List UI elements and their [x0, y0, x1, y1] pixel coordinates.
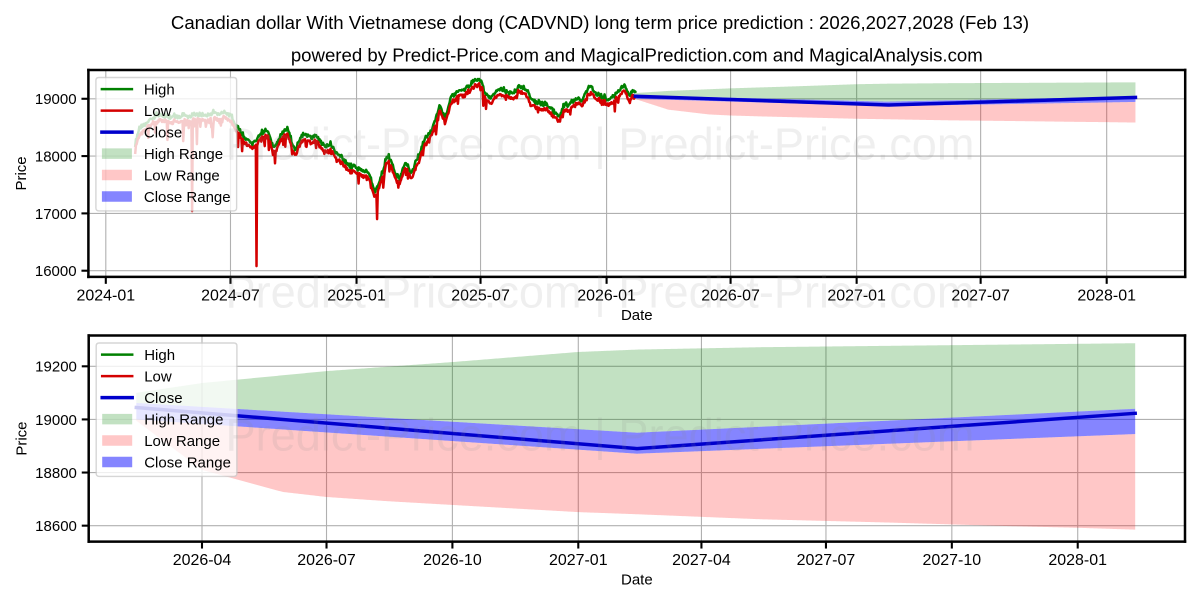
- svg-text:Price: Price: [14, 421, 31, 455]
- svg-text:Predict-Price.com | Predict-: Predict-Price.com | Predict-Price.com: [226, 267, 975, 318]
- svg-text:Price: Price: [13, 156, 30, 190]
- svg-text:Low: Low: [144, 103, 172, 120]
- svg-text:High: High: [144, 347, 175, 364]
- svg-text:19000: 19000: [35, 91, 77, 108]
- svg-text:Date: Date: [621, 572, 653, 589]
- svg-text:2026-01: 2026-01: [577, 287, 636, 304]
- svg-text:18600: 18600: [35, 518, 77, 535]
- svg-text:Close Range: Close Range: [144, 189, 231, 206]
- svg-text:2026-07: 2026-07: [297, 552, 356, 569]
- svg-text:19000: 19000: [35, 412, 77, 429]
- svg-text:17000: 17000: [35, 206, 77, 223]
- svg-text:powered by Predict-Price.com a: powered by Predict-Price.com and Magical…: [291, 45, 983, 66]
- svg-text:2026-07: 2026-07: [701, 287, 760, 304]
- svg-text:2028-01: 2028-01: [1077, 287, 1136, 304]
- svg-text:19200: 19200: [35, 359, 77, 376]
- svg-text:Canadian dollar With Vietnames: Canadian dollar With Vietnamese dong (CA…: [171, 12, 1029, 33]
- svg-text:2025-01: 2025-01: [327, 287, 386, 304]
- svg-text:18000: 18000: [35, 149, 77, 166]
- svg-text:18800: 18800: [35, 465, 77, 482]
- svg-text:2028-01: 2028-01: [1048, 552, 1107, 569]
- svg-text:2027-10: 2027-10: [923, 552, 982, 569]
- svg-text:Low: Low: [144, 368, 172, 385]
- svg-text:Predict-Price.com | Predict-: Predict-Price.com | Predict-Price.com: [226, 410, 975, 461]
- svg-text:Close: Close: [144, 124, 182, 141]
- svg-text:Low Range: Low Range: [144, 167, 220, 184]
- svg-text:2027-01: 2027-01: [827, 287, 886, 304]
- svg-text:2026-10: 2026-10: [423, 552, 482, 569]
- svg-text:2026-04: 2026-04: [173, 552, 232, 569]
- svg-text:High Range: High Range: [144, 146, 223, 163]
- svg-text:Predict-Price.com | Predict-: Predict-Price.com | Predict-Price.com: [226, 119, 975, 170]
- svg-text:2027-01: 2027-01: [549, 552, 608, 569]
- svg-text:16000: 16000: [35, 263, 77, 280]
- svg-text:Date: Date: [621, 307, 653, 324]
- svg-text:Close: Close: [144, 390, 182, 407]
- svg-text:High: High: [144, 81, 175, 98]
- svg-text:2027-07: 2027-07: [797, 552, 856, 569]
- svg-text:2027-07: 2027-07: [951, 287, 1010, 304]
- svg-text:Low Range: Low Range: [144, 433, 220, 450]
- svg-text:2024-01: 2024-01: [76, 287, 135, 304]
- svg-text:Close Range: Close Range: [144, 454, 231, 471]
- svg-text:2024-07: 2024-07: [201, 287, 260, 304]
- svg-text:2025-07: 2025-07: [451, 287, 510, 304]
- svg-text:High Range: High Range: [144, 411, 223, 428]
- svg-text:2027-04: 2027-04: [672, 552, 731, 569]
